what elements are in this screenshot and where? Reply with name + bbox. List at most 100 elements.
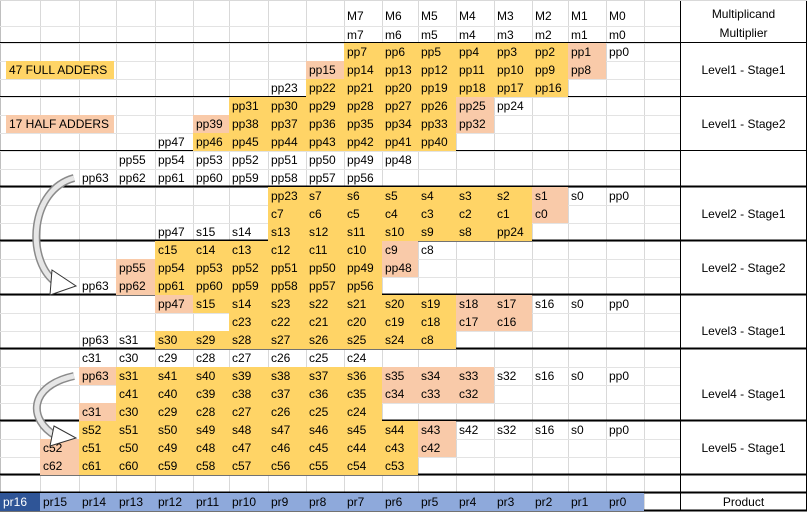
bit-cell: s36 <box>344 367 382 385</box>
bit-cell: pp56 <box>347 171 374 185</box>
bit-cell: s37 <box>306 367 344 385</box>
bit-cell: pp55 <box>119 153 146 167</box>
bit-cell: pp61 <box>155 277 193 295</box>
bit-cell: s40 <box>193 367 229 385</box>
bit-cell: c44 <box>344 439 382 457</box>
bit-cell: c37 <box>268 385 306 403</box>
bit-cell: s48 <box>229 421 268 439</box>
bit-cell: c52 <box>40 439 79 457</box>
bit-cell: pp14 <box>344 61 382 79</box>
bit-cell: s45 <box>344 421 382 439</box>
stage-label: Level2 - Stage1 <box>701 207 786 221</box>
bit-cell: pp47 <box>158 135 185 149</box>
bit-cell: pp63 <box>79 367 116 385</box>
bit-cell: pp28 <box>344 97 382 115</box>
header-multiplier-bit: m0 <box>609 28 626 42</box>
bit-cell: pp0 <box>609 45 630 59</box>
bit-cell: pp60 <box>196 171 223 185</box>
bit-cell: c54 <box>344 457 382 475</box>
bit-cell: pp32 <box>456 115 494 133</box>
bit-cell: s46 <box>306 421 344 439</box>
bit-cell: pp57 <box>306 277 344 295</box>
bit-cell: pp16 <box>532 79 568 97</box>
bit-cell: c31 <box>79 403 116 421</box>
bit-cell: pp50 <box>306 259 344 277</box>
bit-cell: pp1 <box>568 43 606 61</box>
bit-cell: pp8 <box>568 61 606 79</box>
bit-cell: c43 <box>382 439 418 457</box>
header-multiplier-bit: m7 <box>347 28 364 42</box>
bit-cell: pp60 <box>193 277 229 295</box>
bit-cell: s15 <box>196 225 216 239</box>
bit-cell: pp43 <box>306 133 344 151</box>
header-multiplicand-bit: M1 <box>571 9 588 23</box>
bit-cell: c35 <box>344 385 382 403</box>
bit-cell: pp31 <box>229 97 268 115</box>
bit-cell: pp53 <box>193 259 229 277</box>
bit-cell: pp52 <box>229 259 268 277</box>
bit-cell: pp51 <box>271 153 298 167</box>
bit-cell: s0 <box>571 297 584 311</box>
bit-cell: c29 <box>158 351 178 365</box>
bit-cell: pp33 <box>418 115 456 133</box>
stage-label: Level3 - Stage1 <box>701 324 786 338</box>
bit-cell: c12 <box>268 241 306 259</box>
bit-cell: pp24 <box>497 99 524 113</box>
bit-cell: pp49 <box>344 259 382 277</box>
bit-cell: c59 <box>155 457 193 475</box>
bit-cell: pp63 <box>82 333 109 347</box>
bit-cell: c5 <box>344 205 382 223</box>
bit-cell: c8 <box>418 331 456 349</box>
bit-cell: s16 <box>535 423 555 437</box>
bit-cell: c0 <box>532 205 568 223</box>
product-bit: pr6 <box>382 493 418 511</box>
bit-cell: c3 <box>418 205 456 223</box>
bit-cell: pp11 <box>456 61 494 79</box>
bit-cell: s32 <box>497 423 517 437</box>
bit-cell: c41 <box>116 385 155 403</box>
bit-cell: pp54 <box>158 153 185 167</box>
bit-cell: c30 <box>116 403 155 421</box>
bit-cell: pp26 <box>418 97 456 115</box>
bit-cell: c2 <box>456 205 494 223</box>
bit-cell: c49 <box>155 439 193 457</box>
bit-cell: s20 <box>382 295 418 313</box>
bit-cell: s51 <box>116 421 155 439</box>
bit-cell: pp53 <box>196 153 223 167</box>
bit-cell: s4 <box>418 187 456 205</box>
bit-cell: c22 <box>268 313 306 331</box>
bit-cell: s43 <box>418 421 456 439</box>
bit-cell: pp0 <box>609 369 630 383</box>
bit-cell: c27 <box>232 351 252 365</box>
bit-cell: c11 <box>306 241 344 259</box>
bit-cell: c4 <box>382 205 418 223</box>
bit-cell: c47 <box>229 439 268 457</box>
bit-cell: s32 <box>497 369 517 383</box>
bit-cell: pp29 <box>306 97 344 115</box>
stage-label: Product <box>722 495 765 509</box>
product-bit: pr13 <box>116 493 155 511</box>
bit-cell: c56 <box>268 457 306 475</box>
product-bit: pr15 <box>40 493 79 511</box>
bit-cell: s35 <box>382 367 418 385</box>
bit-cell: c32 <box>456 385 494 403</box>
bit-cell: c13 <box>229 241 268 259</box>
bit-cell: pp56 <box>344 277 382 295</box>
header-multiplicand-bit: M7 <box>347 9 364 23</box>
bit-cell: pp21 <box>344 79 382 97</box>
bit-cell: pp58 <box>268 277 306 295</box>
bit-cell: pp44 <box>268 133 306 151</box>
bit-cell: pp49 <box>347 153 374 167</box>
side-note-half-adders: 17 HALF ADDERS <box>6 115 114 133</box>
bit-cell: c9 <box>382 241 418 259</box>
arrow-head-1 <box>49 269 78 296</box>
header-multiplicand-bit: M0 <box>609 9 626 23</box>
bit-cell: s8 <box>456 223 494 241</box>
bit-cell: pp0 <box>609 423 630 437</box>
bit-cell: c15 <box>155 241 193 259</box>
header-multiplicand-bit: M3 <box>497 9 514 23</box>
bit-cell: pp2 <box>532 43 568 61</box>
bit-cell: c30 <box>119 351 139 365</box>
bit-cell: s7 <box>306 187 344 205</box>
